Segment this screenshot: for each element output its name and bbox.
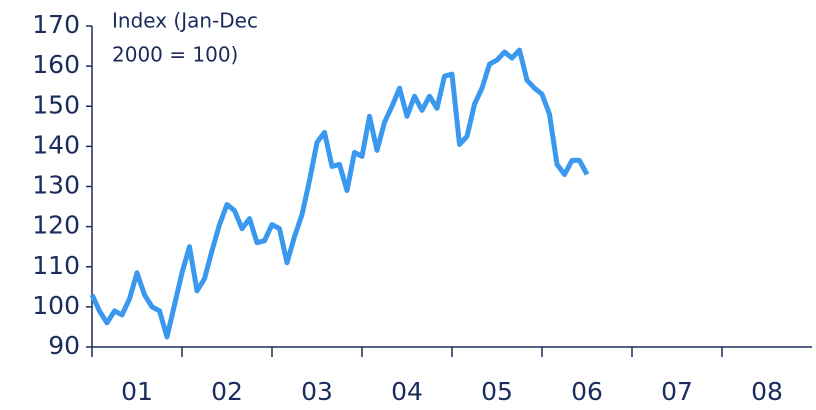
y-tick-label: 170: [32, 10, 80, 39]
y-tick-label: 130: [32, 171, 80, 200]
x-tick-label: 04: [391, 377, 423, 406]
y-tick-label: 100: [32, 291, 80, 320]
y-tick-label: 160: [32, 50, 80, 79]
y-tick-label: 120: [32, 211, 80, 240]
x-tick-label: 03: [301, 377, 333, 406]
x-tick-label: 05: [481, 377, 513, 406]
y-tick-label: 150: [32, 90, 80, 119]
x-tick-label: 01: [121, 377, 153, 406]
y-axis-label: 2000 = 100): [112, 43, 238, 67]
y-axis-label: Index (Jan-Dec: [112, 9, 258, 33]
y-tick-label: 90: [48, 331, 80, 360]
y-tick-label: 140: [32, 130, 80, 159]
y-tick-label: 110: [32, 251, 80, 280]
data-line: [89, 47, 590, 340]
x-tick-label: 08: [751, 377, 783, 406]
x-tick-label: 02: [211, 377, 243, 406]
x-tick-label: 07: [661, 377, 693, 406]
x-tick-label: 06: [571, 377, 603, 406]
